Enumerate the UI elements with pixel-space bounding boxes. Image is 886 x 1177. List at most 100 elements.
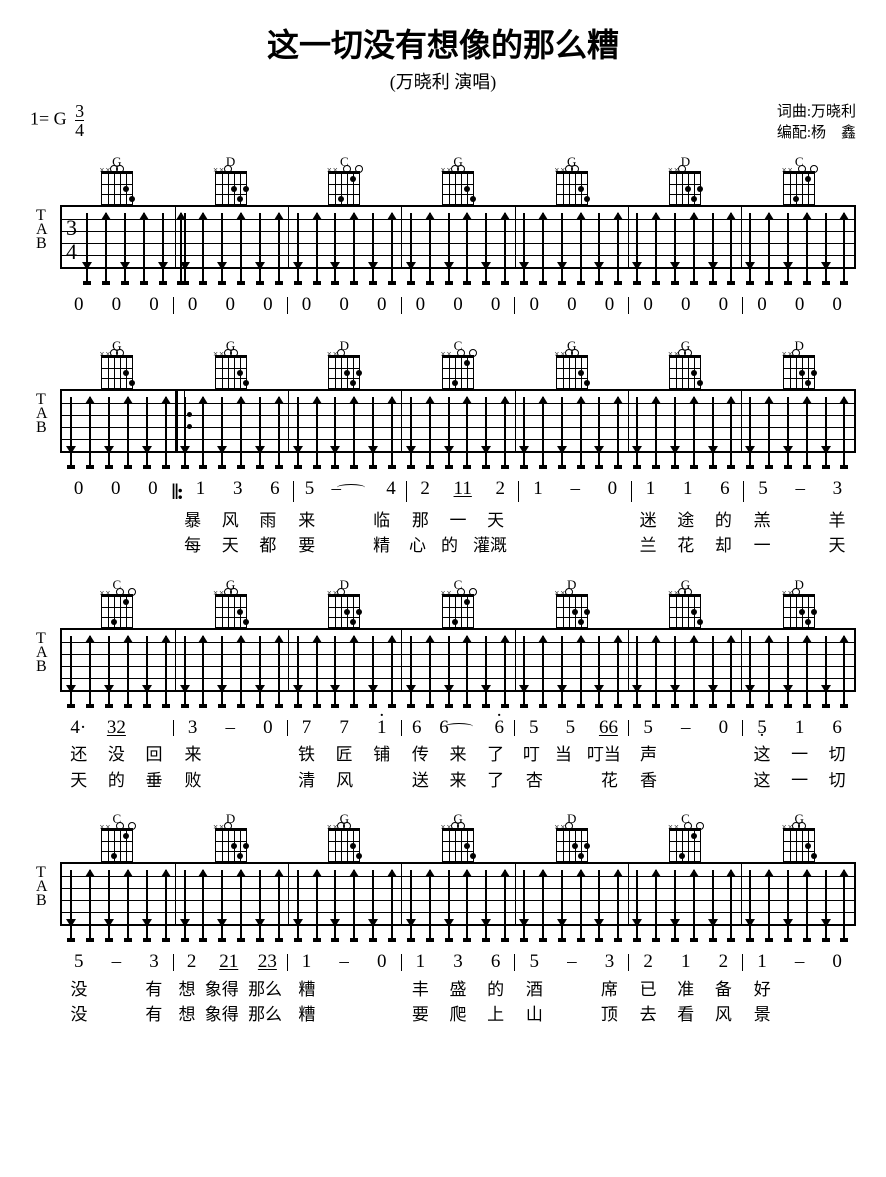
strum-up: [617, 213, 619, 285]
strum-up: [655, 213, 657, 285]
strum-down: [598, 636, 600, 708]
strum-down: [297, 213, 299, 285]
lyrics2: 没有想象得那么糟要爬上山顶去看风景: [60, 1002, 856, 1028]
strum-down: [162, 213, 164, 285]
strum-down: [749, 636, 751, 708]
strum-up: [730, 870, 732, 942]
strum-down: [712, 213, 714, 285]
strum-down: [636, 636, 638, 708]
strum-up: [768, 636, 770, 708]
strum-up: [768, 397, 770, 469]
strum-up: [466, 213, 468, 285]
strum-up: [580, 636, 582, 708]
chord-G: G××: [287, 811, 401, 862]
strum-down: [334, 397, 336, 469]
strum-down: [561, 397, 563, 469]
strum-down: [184, 397, 186, 469]
strum-down: [636, 870, 638, 942]
tab-label: TAB: [36, 866, 48, 908]
lyrics2: 天的垂败清风送来了杏花香这一切: [60, 768, 856, 794]
strum-up: [278, 636, 280, 708]
strum-up: [580, 397, 582, 469]
lyrics2: 每天都要精心的灌溉兰花却一天: [60, 533, 856, 559]
strum-up: [466, 636, 468, 708]
chord-G: G××: [174, 577, 288, 628]
strum-up: [202, 213, 204, 285]
strum-down: [674, 397, 676, 469]
strum-down: [523, 213, 525, 285]
strum-down: [485, 213, 487, 285]
strum-down: [674, 213, 676, 285]
strum-down: [825, 397, 827, 469]
strum-down: [372, 636, 374, 708]
page-title: 这一切没有想像的那么糟: [30, 20, 856, 66]
strum-down: [448, 397, 450, 469]
tab-label: TAB: [36, 632, 48, 674]
strum-down: [598, 397, 600, 469]
strum-down: [184, 636, 186, 708]
tab-label: TAB: [36, 209, 48, 251]
chord-D: D××: [515, 577, 629, 628]
strum-down: [712, 636, 714, 708]
tab-staff: 34: [60, 205, 856, 269]
strum-down: [674, 636, 676, 708]
strum-up: [391, 397, 393, 469]
tab-staff: [60, 628, 856, 692]
key-timesig: 1= G 3 4: [30, 102, 84, 144]
strum-up: [466, 870, 468, 942]
strum-up: [202, 636, 204, 708]
chord-row: C××G××D××C××D××G××D××: [60, 577, 856, 628]
strum-up: [89, 636, 91, 708]
strum-up: [429, 213, 431, 285]
strum-down: [448, 636, 450, 708]
strum-up: [693, 213, 695, 285]
strum-up: [655, 870, 657, 942]
strum-down: [636, 213, 638, 285]
strum-up: [105, 213, 107, 285]
strum-up: [768, 213, 770, 285]
strum-up: [240, 636, 242, 708]
strum-down: [108, 397, 110, 469]
strum-up: [316, 636, 318, 708]
strum-up: [165, 397, 167, 469]
strum-down: [334, 213, 336, 285]
strum-down: [410, 397, 412, 469]
strum-up: [240, 870, 242, 942]
strum-up: [89, 870, 91, 942]
tab-staff: [60, 862, 856, 926]
chord-G: G××: [742, 811, 856, 862]
strum-up: [806, 397, 808, 469]
number-row: 4·323–077166655665–0516: [60, 714, 856, 743]
chord-row: G××D××C××G××G××D××C××: [60, 154, 856, 205]
strum-down: [523, 636, 525, 708]
strum-up: [693, 636, 695, 708]
lyrics1: 暴风雨来临那一天迷途的羔羊: [60, 508, 856, 534]
strum-up: [429, 397, 431, 469]
chord-D: D××: [515, 811, 629, 862]
strum-up: [353, 636, 355, 708]
strum-up: [202, 397, 204, 469]
chord-G: G××: [629, 577, 743, 628]
chord-C: C××: [401, 577, 515, 628]
strum-up: [730, 636, 732, 708]
strum-down: [146, 397, 148, 469]
strum-up: [580, 870, 582, 942]
strum-down: [825, 213, 827, 285]
chord-C: C××: [629, 811, 743, 862]
strum-up: [353, 870, 355, 942]
number-row: 5–3221231–01365–32121–0: [60, 948, 856, 977]
strum-up: [655, 636, 657, 708]
strum-down: [485, 397, 487, 469]
strum-down: [485, 636, 487, 708]
chord-C: C××: [60, 577, 174, 628]
strum-down: [825, 870, 827, 942]
strum-up: [542, 870, 544, 942]
strum-down: [334, 636, 336, 708]
chord-D: D××: [174, 154, 288, 205]
strum-down: [297, 870, 299, 942]
strum-down: [108, 636, 110, 708]
system-3: C××D××G××G××D××C××G××TAB5–3221231–01365–…: [30, 811, 856, 1028]
strum-up: [202, 870, 204, 942]
strum-down: [636, 397, 638, 469]
strum-up: [127, 397, 129, 469]
